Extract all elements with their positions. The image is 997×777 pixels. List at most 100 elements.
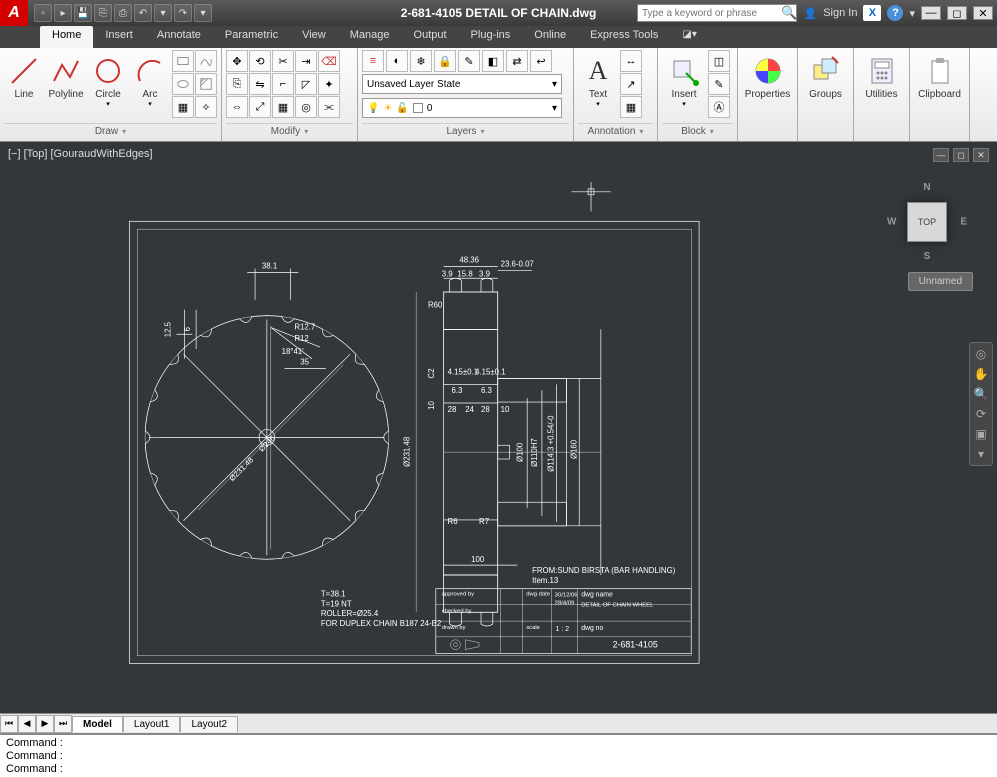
layer-props-icon[interactable]: ≡ xyxy=(362,50,384,72)
redo-icon[interactable]: ↷ xyxy=(174,4,192,22)
tab-last-icon[interactable]: ⏭ xyxy=(54,715,72,733)
search-input[interactable] xyxy=(637,4,797,22)
properties-button[interactable]: Properties xyxy=(742,50,793,122)
circle-button[interactable]: Circle▾ xyxy=(88,50,128,122)
help-icon[interactable]: ? xyxy=(887,5,903,21)
tab-parametric[interactable]: Parametric xyxy=(213,26,290,48)
command-line[interactable]: Command : Command : Command : xyxy=(0,733,997,777)
tab-insert[interactable]: Insert xyxy=(93,26,145,48)
offset-icon[interactable]: ◎ xyxy=(295,96,317,118)
save-icon[interactable]: 💾 xyxy=(74,4,92,22)
spline-icon[interactable] xyxy=(195,50,217,72)
nav-collapse-icon[interactable]: ▾ xyxy=(978,447,984,461)
ucs-unnamed-button[interactable]: Unnamed xyxy=(908,272,973,291)
nav-orbit-icon[interactable]: ⟳ xyxy=(976,407,986,421)
layer-make-icon[interactable]: ✎ xyxy=(458,50,480,72)
text-button[interactable]: AText▾ xyxy=(578,50,618,122)
ellipse-icon[interactable] xyxy=(172,73,194,95)
explode-icon[interactable]: ✦ xyxy=(318,73,340,95)
panel-annotation-label[interactable]: Annotation xyxy=(578,123,653,139)
viewcube-e[interactable]: E xyxy=(960,217,967,228)
viewcube-face[interactable]: TOP xyxy=(907,202,947,242)
viewcube-n[interactable]: N xyxy=(923,182,930,193)
saveas-icon[interactable]: ⎘ xyxy=(94,4,112,22)
join-icon[interactable]: ⫘ xyxy=(318,96,340,118)
print-icon[interactable]: ⎙ xyxy=(114,4,132,22)
close-button[interactable]: ✕ xyxy=(973,6,993,20)
nav-pan-icon[interactable]: ✋ xyxy=(974,367,989,381)
tab-manage[interactable]: Manage xyxy=(338,26,402,48)
vp-close-icon[interactable]: ✕ xyxy=(973,148,989,162)
new-icon[interactable]: ▫ xyxy=(34,4,52,22)
redo-drop-icon[interactable]: ▾ xyxy=(194,4,212,22)
insert-button[interactable]: Insert▾ xyxy=(662,50,706,122)
tab-home[interactable]: Home xyxy=(40,26,93,48)
stretch-icon[interactable]: ⇔ xyxy=(226,96,248,118)
clipboard-button[interactable]: Clipboard xyxy=(914,50,965,122)
panel-draw-label[interactable]: Draw xyxy=(4,123,217,139)
undo-drop-icon[interactable]: ▾ xyxy=(154,4,172,22)
rect-icon[interactable] xyxy=(172,50,194,72)
table-icon[interactable]: ▦ xyxy=(620,96,642,118)
binoculars-icon[interactable]: 🔍 xyxy=(781,5,797,21)
rotate-icon[interactable]: ⟲ xyxy=(249,50,271,72)
app-menu-icon[interactable] xyxy=(0,0,28,26)
panel-block-label[interactable]: Block xyxy=(662,123,733,139)
viewcube-s[interactable]: S xyxy=(924,251,931,262)
panel-layers-label[interactable]: Layers xyxy=(362,123,569,139)
tab-first-icon[interactable]: ⏮ xyxy=(0,715,18,733)
panel-modify-label[interactable]: Modify xyxy=(226,123,353,139)
erase-icon[interactable]: ⌫ xyxy=(318,50,340,72)
groups-button[interactable]: Groups xyxy=(802,50,849,122)
hatch-icon[interactable] xyxy=(195,73,217,95)
layer-iso-icon[interactable]: ◧ xyxy=(482,50,504,72)
layer-freeze-icon[interactable]: ❄ xyxy=(410,50,432,72)
vp-minimize-icon[interactable]: — xyxy=(933,148,949,162)
command-prompt[interactable]: Command : xyxy=(6,763,991,776)
region-icon[interactable]: ▦ xyxy=(172,96,194,118)
polyline-button[interactable]: Polyline xyxy=(46,50,86,122)
viewcube[interactable]: N S E W TOP xyxy=(887,182,967,262)
fillet-icon[interactable]: ⌐ xyxy=(272,73,294,95)
ribbon-collapse-icon[interactable]: ◪▾ xyxy=(670,26,708,48)
point-icon[interactable]: ✧ xyxy=(195,96,217,118)
layer-match-icon[interactable]: ⇄ xyxy=(506,50,528,72)
tab-express[interactable]: Express Tools xyxy=(578,26,670,48)
line-button[interactable]: Line xyxy=(4,50,44,122)
utilities-button[interactable]: Utilities xyxy=(858,50,905,122)
tab-next-icon[interactable]: ▶ xyxy=(36,715,54,733)
help-drop-icon[interactable]: ▾ xyxy=(909,7,915,20)
layout1-tab[interactable]: Layout1 xyxy=(123,716,181,732)
edit-block-icon[interactable]: ✎ xyxy=(708,73,730,95)
array-icon[interactable]: ▦ xyxy=(272,96,294,118)
arc-button[interactable]: Arc▾ xyxy=(130,50,170,122)
nav-showmotion-icon[interactable]: ▣ xyxy=(975,427,986,441)
chamfer-icon[interactable]: ◸ xyxy=(295,73,317,95)
nav-zoom-icon[interactable]: 🔍 xyxy=(974,387,989,401)
scale-icon[interactable]: ⤢ xyxy=(249,96,271,118)
drawing-area[interactable]: [−] [Top] [GouraudWithEdges] — ◻ ✕ N S E… xyxy=(0,142,997,713)
mirror-icon[interactable]: ⇋ xyxy=(249,73,271,95)
exchange-icon[interactable]: X xyxy=(863,5,881,21)
layer-off-icon[interactable]: ◐ xyxy=(386,50,408,72)
tab-plugins[interactable]: Plug-ins xyxy=(459,26,523,48)
attr-icon[interactable]: Ⓐ xyxy=(708,96,730,118)
create-block-icon[interactable]: ◫ xyxy=(708,50,730,72)
maximize-button[interactable]: ◻ xyxy=(947,6,967,20)
open-icon[interactable]: ▸ xyxy=(54,4,72,22)
leader-icon[interactable]: ↗ xyxy=(620,73,642,95)
undo-icon[interactable]: ↶ xyxy=(134,4,152,22)
move-icon[interactable]: ✥ xyxy=(226,50,248,72)
extend-icon[interactable]: ⇥ xyxy=(295,50,317,72)
copy-icon[interactable]: ⎘ xyxy=(226,73,248,95)
layer-lock-icon[interactable]: 🔒 xyxy=(434,50,456,72)
vp-maximize-icon[interactable]: ◻ xyxy=(953,148,969,162)
trim-icon[interactable]: ✂ xyxy=(272,50,294,72)
layer-prev-icon[interactable]: ↩ xyxy=(530,50,552,72)
tab-online[interactable]: Online xyxy=(522,26,578,48)
signin-link[interactable]: Sign In xyxy=(823,7,857,19)
signin-icon[interactable]: 👤 xyxy=(804,7,818,20)
tab-prev-icon[interactable]: ◀ xyxy=(18,715,36,733)
view-label[interactable]: [−] [Top] [GouraudWithEdges] xyxy=(8,148,153,160)
dim-linear-icon[interactable]: ↔ xyxy=(620,50,642,72)
